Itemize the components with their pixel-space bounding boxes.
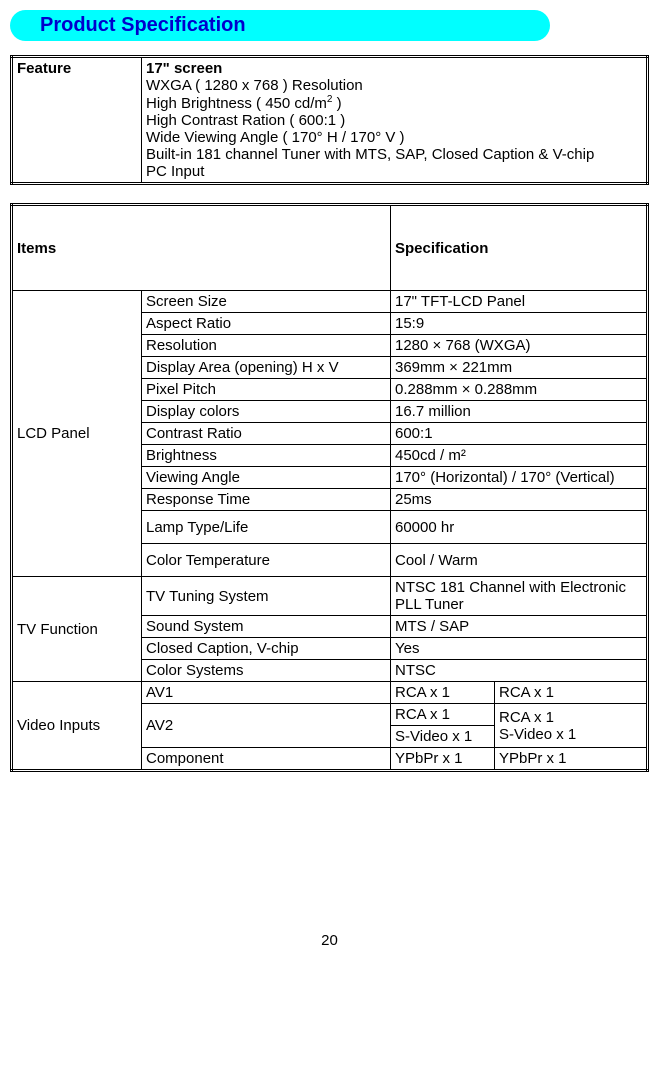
hdr-items: Items [12,205,391,291]
vid-av2-c2: RCA x 1 S-Video x 1 [495,704,648,748]
lcd-v2: 1280 × 768 (WXGA) [391,335,648,357]
feature-content: 17" screen WXGA ( 1280 x 768 ) Resolutio… [142,57,648,184]
lcd-k5: Display colors [142,401,391,423]
tv-v3: NTSC [391,660,648,682]
lcd-v6: 600:1 [391,423,648,445]
tv-group: TV Function [12,577,142,682]
feat-l1: WXGA ( 1280 x 768 ) Resolution [146,77,363,94]
vid-comp-c1: YPbPr x 1 [391,748,495,771]
feat-l2a: High Brightness ( 450 cd/m [146,95,327,112]
lcd-v10: 60000 hr [391,511,648,544]
lcd-k4: Pixel Pitch [142,379,391,401]
vid-av2-c1b: S-Video x 1 [391,726,495,748]
feat-l5: Built-in 181 channel Tuner with MTS, SAP… [146,146,594,163]
lcd-k0: Screen Size [142,291,391,313]
lcd-v8: 170° (Horizontal) / 170° (Vertical) [391,467,648,489]
vid-comp-k: Component [142,748,391,771]
lcd-v1: 15:9 [391,313,648,335]
lcd-v7: 450cd / m² [391,445,648,467]
tv-v2: Yes [391,638,648,660]
lcd-k6: Contrast Ratio [142,423,391,445]
tv-k3: Color Systems [142,660,391,682]
tv-k1: Sound System [142,616,391,638]
lcd-v0: 17" TFT-LCD Panel [391,291,648,313]
lcd-k2: Resolution [142,335,391,357]
vid-comp-c2: YPbPr x 1 [495,748,648,771]
lcd-k7: Brightness [142,445,391,467]
lcd-k9: Response Time [142,489,391,511]
feature-table: Feature 17" screen WXGA ( 1280 x 768 ) R… [10,55,649,185]
lcd-k10: Lamp Type/Life [142,511,391,544]
feat-screen: 17" screen [146,60,222,77]
lcd-v9: 25ms [391,489,648,511]
vid-av2-c1a: RCA x 1 [391,704,495,726]
feat-l4: Wide Viewing Angle ( 170° H / 170° V ) [146,129,405,146]
feat-l2b: ) [332,95,341,112]
lcd-v3: 369mm × 221mm [391,357,648,379]
lcd-k3: Display Area (opening) H x V [142,357,391,379]
vid-av1-c1: RCA x 1 [391,682,495,704]
feature-label: Feature [12,57,142,184]
vid-group: Video Inputs [12,682,142,771]
lcd-v4: 0.288mm × 0.288mm [391,379,648,401]
section-title: Product Specification [10,10,550,41]
vid-av1-k: AV1 [142,682,391,704]
hdr-spec: Specification [391,205,648,291]
lcd-k11: Color Temperature [142,544,391,577]
vid-av2-k: AV2 [142,704,391,748]
page-number: 20 [10,932,649,949]
lcd-group: LCD Panel [12,291,142,577]
feat-l6: PC Input [146,163,204,180]
tv-k2: Closed Caption, V-chip [142,638,391,660]
spec-table: Items Specification LCD Panel Screen Siz… [10,203,649,772]
feat-l3: High Contrast Ration ( 600:1 ) [146,112,345,129]
tv-v1: MTS / SAP [391,616,648,638]
lcd-v11: Cool / Warm [391,544,648,577]
vid-av1-c2: RCA x 1 [495,682,648,704]
lcd-k1: Aspect Ratio [142,313,391,335]
lcd-v5: 16.7 million [391,401,648,423]
tv-k0: TV Tuning System [142,577,391,616]
lcd-k8: Viewing Angle [142,467,391,489]
tv-v0: NTSC 181 Channel with Electronic PLL Tun… [391,577,648,616]
